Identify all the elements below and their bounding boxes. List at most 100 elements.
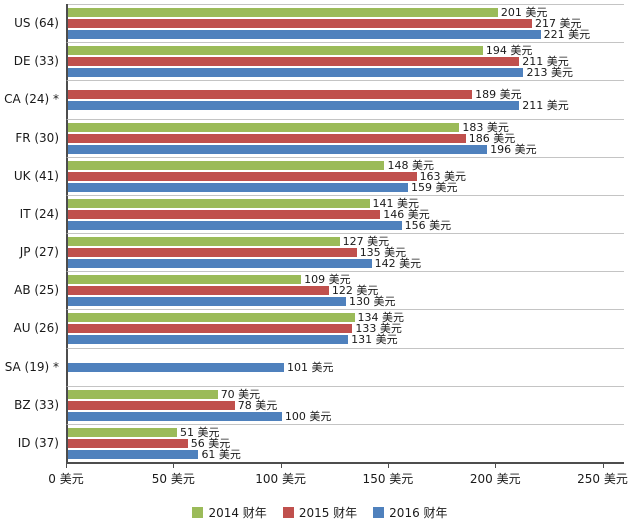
x-tick-mark [495,464,497,468]
category-label: CA (24) * [4,92,59,107]
bar-2016 财年 [68,144,488,154]
bar-2014 财年 [68,427,178,437]
category-label: BZ (33) [14,397,59,412]
bar-2014 财年 [68,198,370,208]
bar-value-label: 133 美元 [355,322,402,336]
x-tick-label: 100 美元 [255,472,306,486]
bar-2015 财年 [68,248,357,258]
bar-group: 109 美元 122 美元 130 美元 [66,271,624,310]
bar-line: 183 美元 [68,122,624,133]
category-label: ID (37) [17,435,59,450]
bar-line: 51 美元 [68,425,624,439]
bar-value-label: 146 美元 [383,207,430,221]
bar-value-label: 221 美元 [543,27,591,41]
bar-group: 194 美元 211 美元 213 美元 [66,42,624,81]
bar-value-label: 217 美元 [535,16,582,30]
x-axis: 0 美元 50 美元 100 美元 150 美元 200 美元 250 美元 [48,464,628,490]
bar-2016 财年 [68,182,408,192]
x-tick-label: 250 美元 [577,472,628,486]
x-tick-mark [602,464,604,468]
legend-item: 2014 财年 [192,504,267,521]
chart-row: ID (37) 51 美元 56 美元 61 美元 [0,423,624,463]
bar-2015 财年 [68,57,520,67]
plot-top-border [66,4,624,5]
bar-value-label: 211 美元 [522,55,569,69]
bar-group: 51 美元 56 美元 61 美元 [66,423,624,463]
bar-value-label: 61 美元 [201,447,241,461]
bar-value-label: 194 美元 [485,44,533,58]
bar-2015 财年 [68,209,381,219]
bar-line: 159 美元 [68,180,624,194]
bar-group: 127 美元 135 美元 142 美元 [66,233,624,272]
x-tick-mark [66,464,67,468]
bar-line: 189 美元 [68,87,624,101]
bar-2016 财年 [68,362,284,372]
bar-line: 61 美元 [68,447,624,461]
bar-2014 财年 [68,389,218,399]
bar-2015 财年 [68,438,188,448]
bar-value-label: 109 美元 [304,273,351,287]
bar-group: 183 美元 186 美元 196 美元 [66,118,624,157]
bar-2014 财年 [68,237,340,247]
bar-line: 146 美元 [68,207,624,221]
bar-group: 189 美元 211 美元 [66,80,624,119]
bar-line: 130 美元 [68,295,624,309]
legend-swatch [282,507,294,518]
x-tick-label: 0 美元 [48,472,84,486]
bar-line: 131 美元 [68,334,624,345]
bar-value-label: 78 美元 [237,398,278,412]
bar-line: 70 美元 [68,389,624,400]
category-label: JP (27) [19,245,59,260]
bar-line: 141 美元 [68,198,624,209]
legend-item: 2016 财年 [373,504,448,521]
bar-value-label: 130 美元 [349,295,396,309]
category-label: DE (33) [13,54,59,69]
bar-value-label: 159 美元 [411,180,458,194]
bar-line: 213 美元 [68,67,624,78]
bar-line: 56 美元 [68,436,624,450]
bar-value-label: 122 美元 [331,284,379,298]
bar-2014 财年 [68,275,302,285]
legend-swatch [373,507,385,518]
bar-value-label: 51 美元 [180,425,220,439]
bar-line: 100 美元 [68,409,624,423]
category-label: IT (24) [19,206,59,221]
bar-value-label: 127 美元 [342,235,390,249]
x-tick-mark [280,464,282,468]
bar-2014 财年 [68,313,355,323]
bar-value-label: 163 美元 [419,169,467,183]
bar-value-label: 189 美元 [475,87,522,101]
bar-group: 70 美元 78 美元 100 美元 [66,385,624,424]
legend-item: 2015 财年 [282,504,358,521]
bar-line: 133 美元 [68,322,624,336]
category-label: US (64) [14,16,59,31]
legend: 2014 财年 2015 财年 2016 财年 [0,504,640,521]
bar-2015 财年 [68,286,329,296]
legend-label: 2015 财年 [298,506,358,520]
bar-2015 财年 [68,18,533,28]
bar-line: 109 美元 [68,273,624,287]
bar-group: 148 美元 163 美元 159 美元 [66,156,624,195]
bar-value-label: 56 美元 [190,436,231,450]
bar-2016 财年 [68,297,346,307]
bar-value-label: 100 美元 [284,409,332,423]
bar-line: 221 美元 [68,27,624,41]
bar-value-label: 135 美元 [359,246,407,260]
chart-row: SA (19) * 101 美元 [0,347,624,386]
bar-line: 217 美元 [68,16,624,30]
bar-value-label: 201 美元 [500,5,548,19]
chart-row: US (64) 201 美元 217 美元 221 美元 [0,4,624,43]
plot-rows: US (64) 201 美元 217 美元 221 美元 DE (33) 194 美元 21… [0,4,624,463]
bar-line: 142 美元 [68,258,624,269]
bar-line: 156 美元 [68,220,624,231]
bar-2015 财年 [68,324,353,334]
legend-swatch [192,507,204,518]
bar-value-label: 148 美元 [387,158,434,172]
chart-row: DE (33) 194 美元 211 美元 213 美元 [0,42,624,81]
bar-line: 127 美元 [68,235,624,249]
bar-value-label: 101 美元 [286,360,334,374]
bar-2016 财年 [68,220,402,230]
x-axis-line [66,462,624,464]
bar-2016 财年 [68,68,524,78]
bar-2015 财年 [68,133,466,143]
